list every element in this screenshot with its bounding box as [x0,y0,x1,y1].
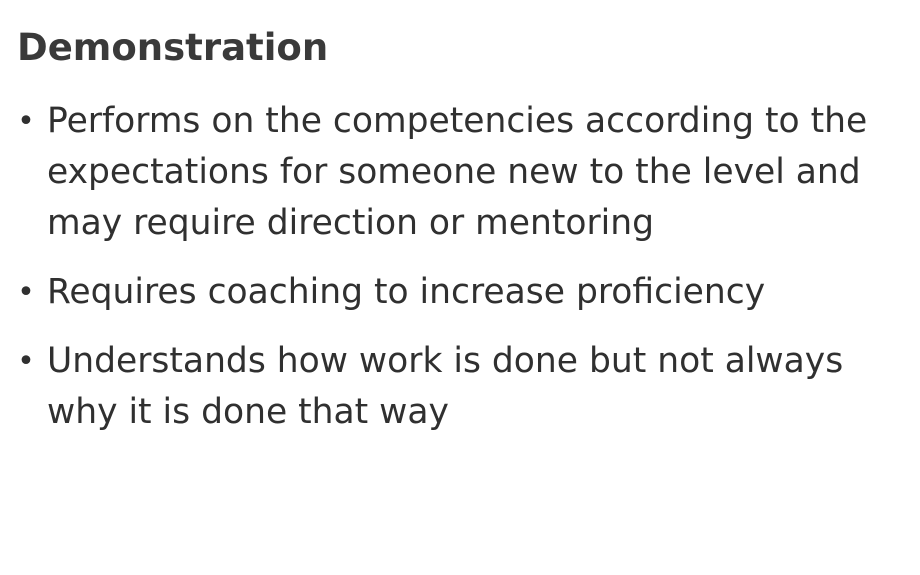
slide-title: Demonstration [17,26,329,69]
bullet-text: Understands how work is done but not alw… [47,341,844,432]
bullet-item: • Understands how work is done but not a… [17,336,912,438]
bullet-text: Requires coaching to increase proficienc… [47,272,766,312]
bullet-item: • Performs on the competencies according… [17,96,912,249]
bullet-dot-icon: • [17,275,35,310]
bullet-item: • Requires coaching to increase proficie… [17,267,912,318]
bullet-list: • Performs on the competencies according… [17,96,912,438]
bullet-dot-icon: • [17,344,35,379]
bullet-text: Performs on the competencies according t… [47,101,868,243]
bullet-dot-icon: • [17,104,35,139]
